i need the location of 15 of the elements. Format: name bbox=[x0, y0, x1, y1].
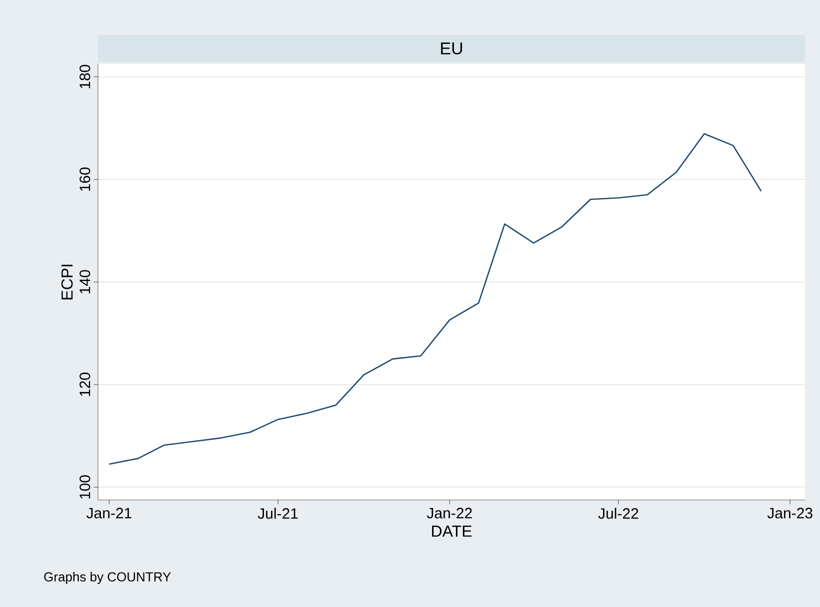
y-tick-label: 180 bbox=[80, 64, 90, 88]
line-series bbox=[108, 133, 762, 465]
y-axis-title: ECPI bbox=[61, 264, 73, 300]
x-tick-label: Jan-21 bbox=[86, 508, 132, 518]
y-tick-label: 120 bbox=[80, 372, 90, 396]
y-tick-label: 140 bbox=[80, 270, 90, 294]
x-tick-label: Jan-22 bbox=[426, 508, 472, 518]
x-tick-label: Jan-23 bbox=[767, 508, 812, 518]
y-tick-label: 160 bbox=[80, 167, 90, 191]
chart-title: EU bbox=[441, 42, 462, 54]
y-tick-label: 100 bbox=[80, 475, 90, 499]
x-axis-title: DATE bbox=[432, 526, 472, 537]
x-tick-label: Jul-21 bbox=[258, 508, 298, 519]
x-tick-label: Jul-22 bbox=[598, 508, 638, 519]
text: Graphs by COUNTRY bbox=[44, 572, 171, 584]
